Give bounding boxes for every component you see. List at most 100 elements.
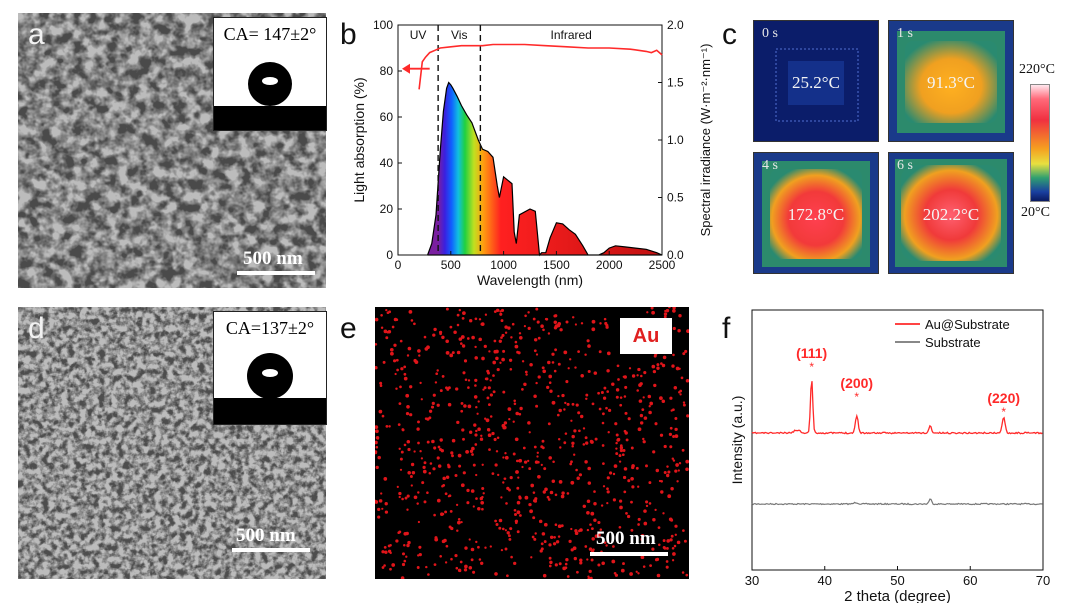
au-dot [585, 393, 589, 397]
au-dot [427, 573, 430, 576]
au-dot [403, 443, 407, 447]
x-axis-title-f: 2 theta (degree) [844, 588, 951, 603]
au-dot [554, 348, 557, 352]
au-dot [602, 485, 606, 488]
au-dot [615, 447, 618, 450]
au-dot [416, 427, 420, 431]
x-tick-label-2: 1000 [490, 258, 517, 272]
au-dot [648, 502, 652, 505]
au-dot [557, 535, 561, 538]
au-dot [606, 351, 611, 356]
au-dot [573, 429, 577, 433]
au-dot [441, 374, 445, 378]
au-dot [628, 367, 632, 370]
au-dot [681, 571, 685, 574]
au-dot [457, 453, 462, 458]
au-dot [390, 351, 394, 356]
au-dot [630, 500, 633, 504]
au-dot [423, 500, 427, 504]
au-dot [587, 481, 592, 485]
au-dot [507, 534, 511, 538]
au-dot [477, 545, 480, 549]
au-dot [645, 500, 649, 504]
au-dot [527, 311, 530, 314]
au-dot [469, 430, 473, 434]
au-dot [557, 321, 562, 326]
au-dot [551, 361, 555, 364]
au-dot [640, 534, 645, 538]
au-dot [639, 421, 644, 425]
au-dot [469, 449, 474, 453]
x-tick-label-f-3: 60 [963, 573, 977, 588]
au-dot [514, 437, 519, 442]
au-dot [649, 401, 654, 406]
au-dot [397, 531, 400, 534]
au-dot [652, 517, 656, 522]
au-dot [648, 410, 652, 415]
au-dot [436, 498, 441, 503]
au-dot [606, 490, 610, 494]
au-dot [591, 327, 596, 332]
au-dot [475, 497, 478, 500]
au-dot [474, 443, 478, 446]
au-dot [403, 372, 407, 376]
region-label-infrared: Infrared [551, 28, 592, 42]
region-label-vis: Vis [451, 28, 467, 42]
au-dot [507, 407, 512, 411]
au-dot [613, 464, 618, 468]
au-dot [389, 347, 394, 352]
au-dot [518, 412, 522, 416]
au-dot [527, 326, 531, 331]
au-dot [448, 494, 452, 498]
au-dot [556, 413, 560, 417]
au-dot [587, 575, 590, 578]
au-dot [498, 339, 502, 343]
au-dot [407, 346, 412, 351]
au-dot [438, 330, 443, 334]
y-tick-label-0: 0 [386, 248, 393, 262]
y-tick-label-3: 60 [380, 110, 394, 124]
au-dot [417, 349, 421, 353]
au-dot [516, 486, 520, 490]
au-dot [416, 502, 419, 505]
au-dot [654, 508, 657, 512]
au-dot [489, 393, 493, 397]
au-dot [542, 573, 547, 578]
au-dot [516, 350, 520, 354]
au-dot [379, 384, 383, 388]
au-dot [586, 339, 590, 343]
au-dot [682, 403, 686, 407]
au-dot [573, 556, 577, 561]
au-dot [529, 363, 533, 367]
au-dot [553, 314, 557, 318]
au-dot [413, 495, 418, 500]
au-dot [643, 509, 647, 513]
au-dot [667, 494, 672, 499]
ir-temp-1s: 91.3°C [927, 73, 975, 92]
au-dot [464, 546, 468, 550]
au-dot [623, 395, 627, 398]
au-dot [464, 378, 468, 381]
au-dot [640, 537, 644, 541]
au-dot [533, 338, 538, 342]
au-dot [516, 500, 521, 505]
au-dot [499, 361, 502, 364]
au-dot [495, 308, 500, 313]
au-dot [603, 386, 607, 390]
au-dot [560, 524, 564, 528]
au-dot [635, 570, 638, 573]
au-dot [619, 505, 623, 510]
au-dot [401, 428, 405, 432]
au-dot [540, 542, 544, 546]
ir-time-0s: 0 s [762, 26, 778, 41]
au-dot [484, 546, 487, 549]
au-dot [593, 502, 597, 506]
au-dot [547, 422, 551, 426]
au-dot [654, 558, 659, 562]
peak-marker-0: * [809, 360, 814, 374]
au-dot [482, 492, 485, 495]
au-dot [471, 453, 474, 456]
au-dot [524, 314, 527, 318]
au-dot [670, 487, 674, 491]
au-dot [624, 385, 628, 389]
